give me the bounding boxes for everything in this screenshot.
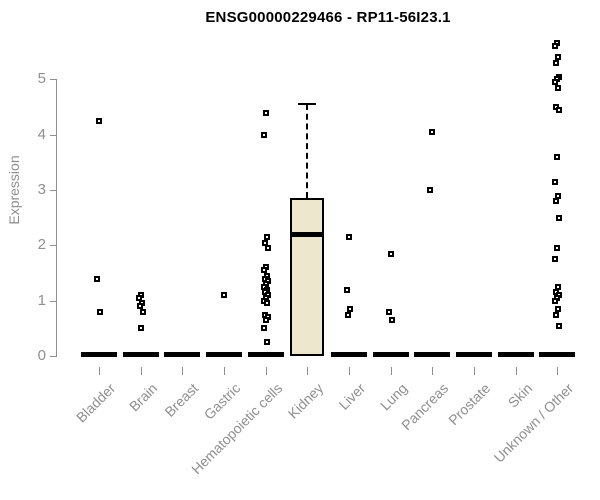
data-point — [553, 311, 559, 318]
data-point — [94, 275, 100, 282]
data-point — [96, 117, 102, 124]
data-point — [136, 294, 142, 301]
data-point — [264, 339, 270, 346]
y-axis-tick-label: 4 — [37, 125, 46, 143]
data-point — [552, 43, 558, 50]
x-axis-tick — [432, 367, 433, 375]
zero-expression-bar — [331, 352, 367, 357]
data-point — [261, 267, 267, 274]
data-point — [346, 234, 352, 241]
zero-expression-bar — [373, 352, 409, 357]
x-axis-tick — [99, 367, 100, 375]
zero-expression-bar — [498, 352, 534, 357]
data-point — [555, 84, 561, 91]
y-axis-tick — [50, 134, 56, 136]
zero-expression-bar — [206, 352, 242, 357]
data-point — [263, 109, 269, 116]
data-point — [261, 131, 267, 138]
data-point — [221, 292, 227, 299]
data-point — [386, 308, 392, 315]
zero-expression-bar — [414, 352, 450, 357]
data-point — [553, 198, 559, 205]
data-point — [552, 256, 558, 263]
data-point — [347, 305, 353, 312]
data-point — [556, 214, 562, 221]
y-axis-tick-label: 3 — [37, 181, 46, 199]
data-point — [429, 128, 435, 135]
data-point — [554, 153, 560, 160]
zero-expression-bar — [248, 352, 284, 357]
y-axis-tick — [50, 300, 56, 302]
box-median-line — [290, 232, 324, 238]
data-point — [554, 245, 560, 252]
data-point — [552, 297, 558, 304]
zero-expression-bar — [164, 352, 200, 357]
x-axis-tick — [349, 367, 350, 375]
y-axis-tick-label: 2 — [37, 236, 46, 254]
data-point — [263, 317, 269, 324]
data-point — [552, 79, 558, 86]
data-point — [265, 245, 271, 252]
zero-expression-bar — [81, 352, 117, 357]
data-point — [388, 250, 394, 257]
y-axis-tick-label: 1 — [37, 291, 46, 309]
x-axis-tick — [224, 367, 225, 375]
data-point — [262, 239, 268, 246]
zero-expression-bar — [123, 352, 159, 357]
x-axis-tick — [557, 367, 558, 375]
data-point — [138, 325, 144, 332]
box-whisker-line — [306, 104, 308, 199]
chart-title: ENSG00000229466 - RP11-56I23.1 — [205, 9, 451, 26]
x-axis-tick — [141, 367, 142, 375]
y-axis-line — [56, 79, 57, 357]
zero-expression-bar — [539, 352, 575, 357]
data-point — [555, 305, 561, 312]
data-point — [345, 311, 351, 318]
data-point — [556, 322, 562, 329]
data-point — [137, 303, 143, 310]
y-axis-tick-label: 0 — [37, 347, 46, 364]
data-point — [264, 234, 270, 241]
data-point — [552, 178, 558, 185]
data-point — [140, 308, 146, 315]
x-axis-tick — [182, 367, 183, 375]
x-axis-tick — [266, 367, 267, 375]
x-axis-tick — [307, 367, 308, 375]
box-whisker-cap — [298, 103, 316, 106]
data-point — [97, 308, 103, 315]
data-point — [261, 325, 267, 332]
x-axis-tick — [516, 367, 517, 375]
data-point — [427, 187, 433, 194]
data-point — [344, 286, 350, 293]
box-rect — [290, 198, 324, 356]
x-axis-tick — [391, 367, 392, 375]
y-axis-tick — [50, 79, 56, 81]
data-point — [555, 54, 561, 61]
data-point — [555, 192, 561, 199]
data-point — [555, 283, 561, 290]
y-axis-tick — [50, 245, 56, 247]
data-point — [389, 317, 395, 324]
data-point — [264, 300, 270, 307]
y-axis-tick — [50, 356, 56, 357]
y-axis-tick — [50, 190, 56, 192]
y-axis-tick-label: 5 — [37, 70, 46, 88]
data-point — [556, 106, 562, 113]
data-point — [553, 59, 559, 66]
zero-expression-bar — [456, 352, 492, 357]
x-axis-tick — [474, 367, 475, 375]
